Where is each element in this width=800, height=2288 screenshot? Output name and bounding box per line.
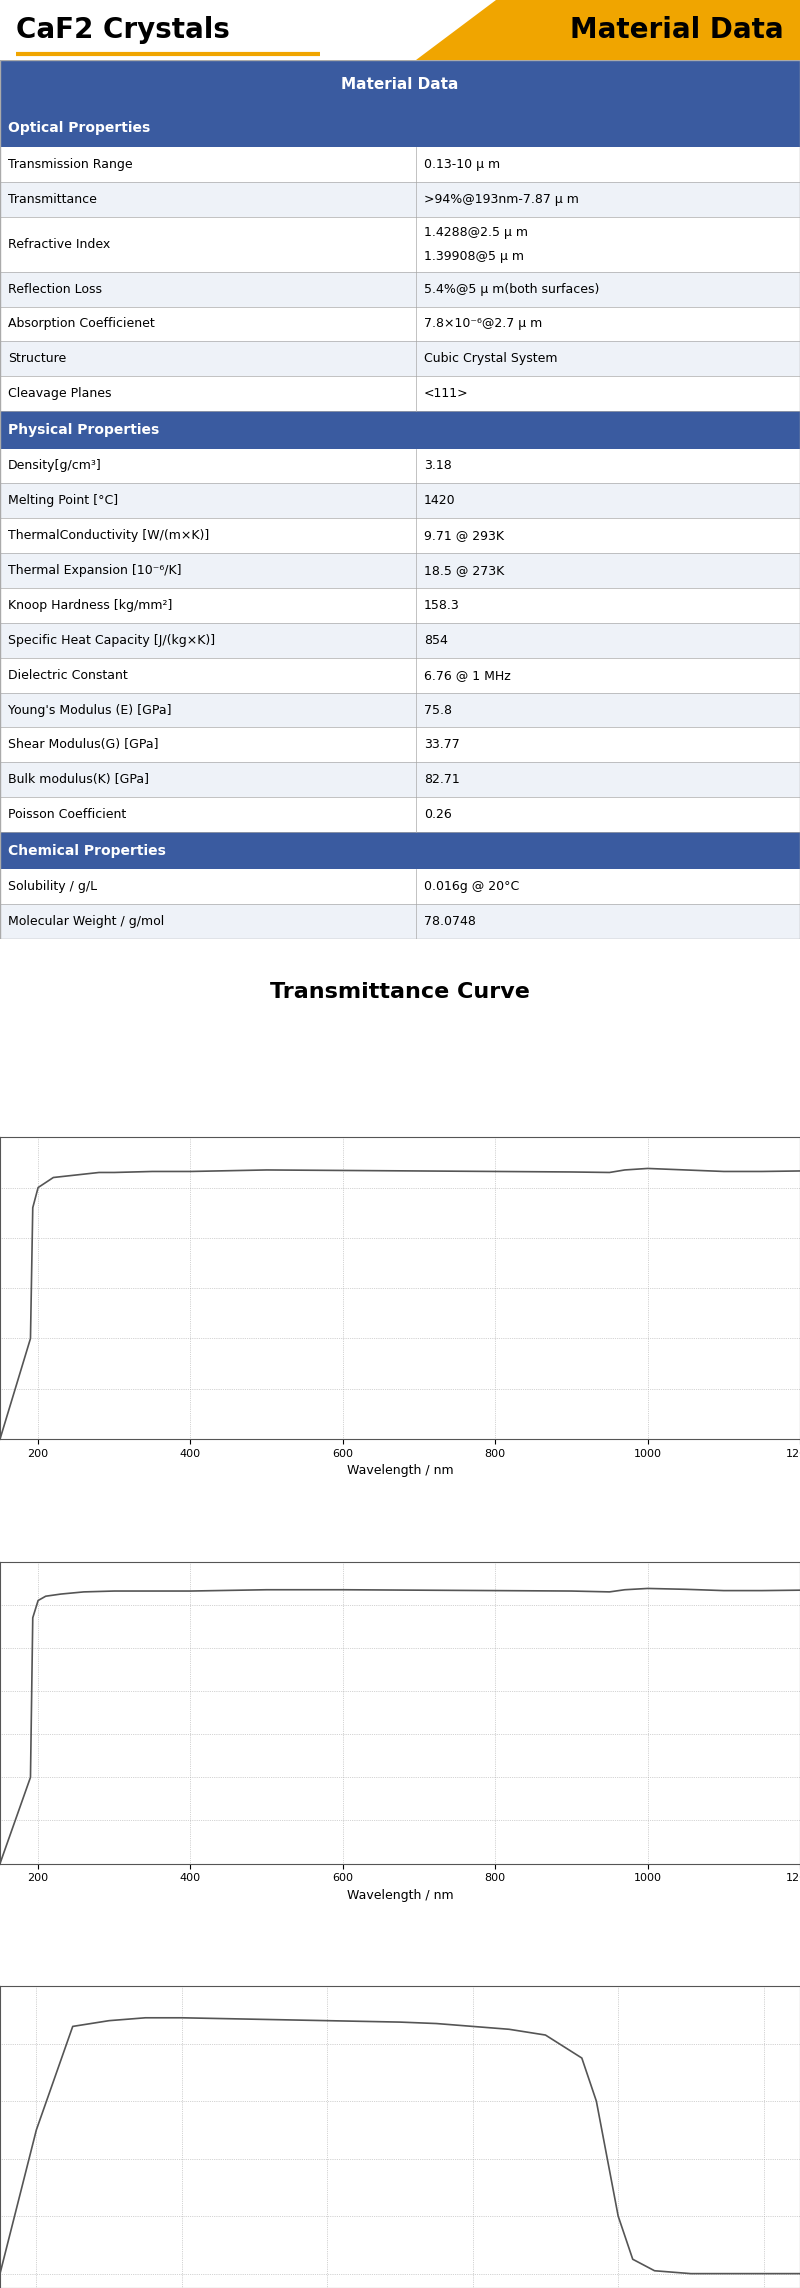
Text: 1420: 1420: [424, 494, 456, 508]
Bar: [0, 110, 800, 146]
Text: Transmittance: Transmittance: [8, 192, 97, 206]
Bar: [0, 796, 800, 833]
Text: Knoop Hardness [kg/mm²]: Knoop Hardness [kg/mm²]: [8, 599, 172, 611]
Polygon shape: [416, 0, 800, 59]
Bar: [0, 904, 800, 938]
Text: 78.0748: 78.0748: [424, 915, 476, 929]
Text: Molecular Weight / g/mol: Molecular Weight / g/mol: [8, 915, 164, 929]
Text: 33.77: 33.77: [424, 739, 460, 750]
Bar: [0, 554, 800, 588]
Text: Transmittance Curve: Transmittance Curve: [270, 982, 530, 1002]
Text: Refractive Index: Refractive Index: [8, 238, 110, 252]
Bar: [0, 146, 800, 183]
Bar: [0, 588, 800, 622]
Bar: [0, 622, 800, 657]
Bar: [0, 869, 800, 904]
Text: 3.18: 3.18: [424, 460, 452, 471]
Text: 0.016g @ 20°C: 0.016g @ 20°C: [424, 881, 519, 892]
Bar: [0, 341, 800, 375]
Text: Poisson Coefficient: Poisson Coefficient: [8, 808, 126, 821]
Bar: [0, 762, 800, 796]
Text: 5.4%@5 μ m(both surfaces): 5.4%@5 μ m(both surfaces): [424, 284, 599, 295]
Text: 6.76 @ 1 MHz: 6.76 @ 1 MHz: [424, 668, 510, 682]
Text: 9.71 @ 293K: 9.71 @ 293K: [424, 529, 504, 542]
Text: Dielectric Constant: Dielectric Constant: [8, 668, 128, 682]
Text: 18.5 @ 273K: 18.5 @ 273K: [424, 565, 504, 577]
Text: Bulk modulus(K) [GPa]: Bulk modulus(K) [GPa]: [8, 773, 149, 787]
Text: 75.8: 75.8: [424, 702, 452, 716]
X-axis label: Wavelength / nm: Wavelength / nm: [346, 1464, 454, 1478]
Text: Transmission Range: Transmission Range: [8, 158, 133, 172]
Text: Density[g/cm³]: Density[g/cm³]: [8, 460, 102, 471]
Text: Young's Modulus (E) [GPa]: Young's Modulus (E) [GPa]: [8, 702, 171, 716]
Text: Solubility / g/L: Solubility / g/L: [8, 881, 97, 892]
Text: Thermal Expansion [10⁻⁶/K]: Thermal Expansion [10⁻⁶/K]: [8, 565, 182, 577]
Text: Melting Point [°C]: Melting Point [°C]: [8, 494, 118, 508]
Bar: [0, 728, 800, 762]
Text: Optical Properties: Optical Properties: [8, 121, 150, 135]
Text: 0.26: 0.26: [424, 808, 452, 821]
Bar: [0, 693, 800, 728]
Text: Structure: Structure: [8, 352, 66, 366]
X-axis label: Wavelength / nm: Wavelength / nm: [346, 1890, 454, 1901]
Bar: [0, 307, 800, 341]
Text: 158.3: 158.3: [424, 599, 460, 611]
Text: 854: 854: [424, 634, 448, 648]
Text: Reflection Loss: Reflection Loss: [8, 284, 102, 295]
Text: 1.4288@2.5 μ m: 1.4288@2.5 μ m: [424, 227, 528, 238]
Bar: [0, 217, 800, 272]
Text: 7.8×10⁻⁶@2.7 μ m: 7.8×10⁻⁶@2.7 μ m: [424, 318, 542, 329]
Text: 0.13-10 μ m: 0.13-10 μ m: [424, 158, 500, 172]
Bar: [0, 483, 800, 519]
Text: Physical Properties: Physical Properties: [8, 423, 159, 437]
Text: Material Data: Material Data: [570, 16, 784, 43]
Text: 1.39908@5 μ m: 1.39908@5 μ m: [424, 249, 524, 263]
Text: Material Data: Material Data: [342, 78, 458, 92]
Text: 82.71: 82.71: [424, 773, 460, 787]
Text: CaF2 Crystals: CaF2 Crystals: [16, 16, 230, 43]
Text: >94%@193nm-7.87 μ m: >94%@193nm-7.87 μ m: [424, 192, 579, 206]
Text: Absorption Coefficienet: Absorption Coefficienet: [8, 318, 154, 329]
Bar: [0, 183, 800, 217]
Bar: [0, 375, 800, 412]
Bar: [0, 519, 800, 554]
Text: Cubic Crystal System: Cubic Crystal System: [424, 352, 558, 366]
Text: Chemical Properties: Chemical Properties: [8, 844, 166, 858]
Text: Specific Heat Capacity [J/(kg×K)]: Specific Heat Capacity [J/(kg×K)]: [8, 634, 215, 648]
Bar: [0, 412, 800, 448]
Text: ThermalConductivity [W/(m×K)]: ThermalConductivity [W/(m×K)]: [8, 529, 210, 542]
Text: Shear Modulus(G) [GPa]: Shear Modulus(G) [GPa]: [8, 739, 158, 750]
Bar: [0, 448, 800, 483]
Bar: [0, 272, 800, 307]
Bar: [0, 833, 800, 869]
Text: <111>: <111>: [424, 387, 469, 400]
Bar: [0, 657, 800, 693]
Bar: [0, 59, 800, 110]
Text: Cleavage Planes: Cleavage Planes: [8, 387, 111, 400]
